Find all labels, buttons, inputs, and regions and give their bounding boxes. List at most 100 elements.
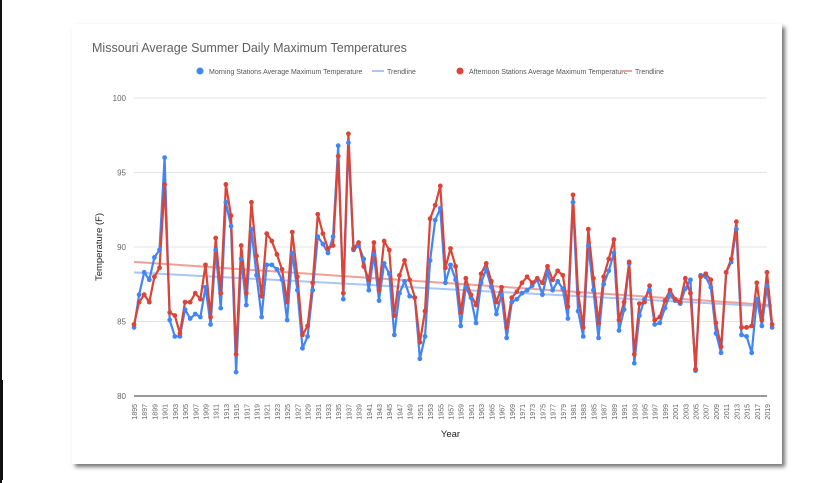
data-point-afternoon[interactable]: [397, 272, 402, 278]
data-point-afternoon[interactable]: [468, 292, 474, 298]
data-point-afternoon[interactable]: [667, 287, 673, 293]
data-point-morning[interactable]: [759, 323, 765, 329]
data-point-morning[interactable]: [371, 252, 377, 257]
data-point-afternoon[interactable]: [662, 298, 668, 304]
data-point-morning[interactable]: [749, 350, 755, 356]
data-point-afternoon[interactable]: [534, 275, 540, 281]
data-point-afternoon[interactable]: [657, 314, 663, 320]
data-point-morning[interactable]: [616, 328, 622, 333]
data-point-morning[interactable]: [606, 268, 612, 274]
data-point-afternoon[interactable]: [330, 243, 336, 248]
data-point-morning[interactable]: [187, 316, 193, 321]
data-point-afternoon[interactable]: [698, 274, 704, 280]
data-point-afternoon[interactable]: [488, 278, 494, 284]
data-point-afternoon[interactable]: [539, 280, 545, 286]
data-point-morning[interactable]: [565, 316, 571, 321]
data-point-afternoon[interactable]: [376, 287, 382, 293]
data-point-morning[interactable]: [284, 317, 290, 323]
data-point-afternoon[interactable]: [203, 262, 208, 268]
data-point-afternoon[interactable]: [442, 265, 448, 271]
data-point-morning[interactable]: [167, 317, 173, 323]
data-point-morning[interactable]: [473, 320, 479, 326]
data-point-afternoon[interactable]: [514, 289, 520, 295]
data-point-afternoon[interactable]: [621, 299, 627, 305]
data-point-morning[interactable]: [744, 334, 749, 339]
data-point-afternoon[interactable]: [177, 331, 183, 336]
data-point-morning[interactable]: [335, 143, 341, 149]
data-point-morning[interactable]: [162, 155, 168, 161]
data-point-afternoon[interactable]: [157, 265, 162, 271]
data-point-morning[interactable]: [437, 205, 443, 211]
data-point-afternoon[interactable]: [642, 299, 647, 305]
data-point-morning[interactable]: [601, 281, 607, 287]
data-point-morning[interactable]: [269, 262, 275, 268]
data-point-morning[interactable]: [483, 266, 489, 272]
data-point-morning[interactable]: [386, 271, 392, 277]
data-point-morning[interactable]: [555, 278, 561, 284]
data-point-afternoon[interactable]: [570, 192, 576, 198]
data-point-afternoon[interactable]: [591, 275, 596, 281]
data-point-morning[interactable]: [340, 296, 346, 302]
data-point-afternoon[interactable]: [402, 258, 407, 263]
data-point-morning[interactable]: [739, 332, 744, 338]
data-point-morning[interactable]: [458, 323, 464, 329]
data-point-afternoon[interactable]: [407, 277, 413, 283]
data-point-morning[interactable]: [300, 345, 305, 351]
data-point-afternoon[interactable]: [509, 295, 515, 301]
data-point-morning[interactable]: [585, 243, 591, 248]
data-point-morning[interactable]: [580, 334, 586, 339]
data-point-afternoon[interactable]: [243, 290, 249, 296]
data-point-afternoon[interactable]: [310, 280, 316, 286]
data-point-morning[interactable]: [238, 256, 244, 262]
data-point-afternoon[interactable]: [381, 238, 387, 244]
data-point-morning[interactable]: [550, 287, 555, 293]
data-point-morning[interactable]: [494, 311, 499, 317]
data-point-morning[interactable]: [289, 250, 295, 256]
data-point-morning[interactable]: [596, 335, 601, 341]
data-point-morning[interactable]: [499, 292, 504, 298]
data-point-afternoon[interactable]: [371, 240, 377, 245]
data-point-morning[interactable]: [346, 140, 351, 146]
data-point-morning[interactable]: [218, 305, 224, 311]
data-point-afternoon[interactable]: [728, 256, 734, 262]
data-point-afternoon[interactable]: [218, 290, 224, 296]
data-point-morning[interactable]: [504, 335, 510, 341]
data-point-morning[interactable]: [478, 280, 484, 286]
data-point-afternoon[interactable]: [754, 280, 760, 286]
data-point-afternoon[interactable]: [146, 299, 152, 305]
data-point-morning[interactable]: [172, 334, 178, 339]
data-point-afternoon[interactable]: [529, 280, 535, 286]
data-point-morning[interactable]: [397, 290, 402, 296]
data-point-afternoon[interactable]: [305, 323, 310, 329]
data-point-morning[interactable]: [631, 360, 637, 366]
data-point-morning[interactable]: [243, 302, 249, 308]
data-point-afternoon[interactable]: [422, 308, 428, 314]
data-point-afternoon[interactable]: [351, 246, 356, 251]
data-point-morning[interactable]: [514, 296, 520, 302]
data-point-morning[interactable]: [463, 284, 469, 290]
data-point-morning[interactable]: [754, 296, 760, 302]
data-point-morning[interactable]: [448, 262, 453, 268]
data-point-afternoon[interactable]: [693, 366, 698, 372]
data-point-morning[interactable]: [228, 223, 234, 229]
data-point-afternoon[interactable]: [739, 325, 744, 330]
data-point-afternoon[interactable]: [391, 313, 397, 318]
data-point-afternoon[interactable]: [555, 268, 561, 274]
data-point-afternoon[interactable]: [264, 231, 270, 236]
data-point-morning[interactable]: [381, 260, 387, 266]
data-point-afternoon[interactable]: [749, 323, 755, 329]
data-point-afternoon[interactable]: [432, 202, 438, 208]
data-point-afternoon[interactable]: [626, 259, 632, 265]
data-point-afternoon[interactable]: [213, 235, 219, 241]
data-point-afternoon[interactable]: [494, 299, 499, 305]
data-point-afternoon[interactable]: [141, 292, 147, 298]
data-point-afternoon[interactable]: [703, 271, 709, 277]
data-point-afternoon[interactable]: [294, 274, 300, 280]
data-point-morning[interactable]: [264, 262, 270, 268]
data-point-afternoon[interactable]: [386, 247, 392, 253]
data-point-afternoon[interactable]: [647, 283, 652, 289]
data-point-morning[interactable]: [442, 280, 448, 286]
data-point-afternoon[interactable]: [688, 290, 693, 296]
data-point-afternoon[interactable]: [652, 317, 658, 323]
data-point-afternoon[interactable]: [356, 240, 362, 245]
